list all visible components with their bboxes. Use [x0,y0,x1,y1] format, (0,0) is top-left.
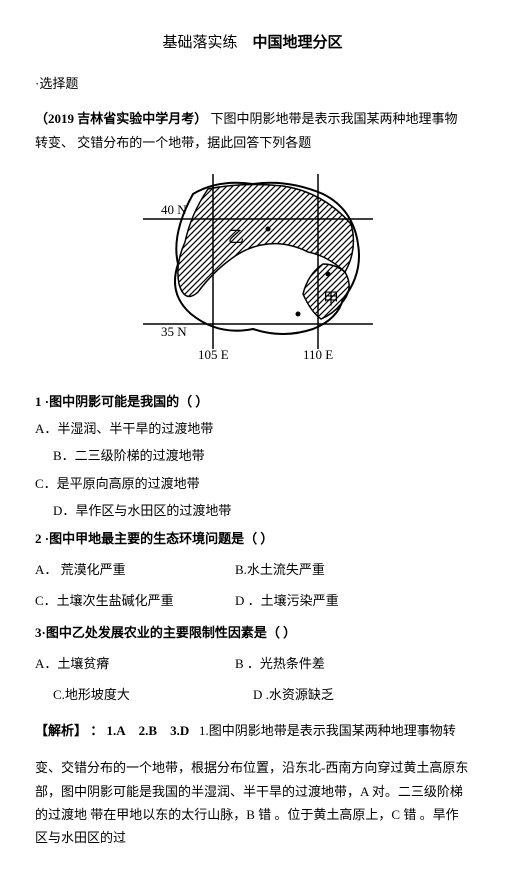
label-yi: 乙 [228,229,244,246]
answer-tail: 1.图中阴影地带是表示我国某两种地理事物转 [199,723,456,738]
answer-line: 【解析】 ： 1.A 2.B 3.D 1.图中阴影地带是表示我国某两种地理事物转 [35,719,470,742]
q1-stem: 1 ·图中阴影可能是我国的（ ） [35,390,470,413]
title-part1: 基础落实练 [162,35,237,51]
title-part2: 中国地理分区 [253,35,343,51]
q2-opt-b: B.水土流失严重 [235,558,470,581]
label-jia: 甲 [323,291,339,308]
q1-opt-a: A．半湿润、半干旱的过渡地带 [35,417,470,440]
lat-35n: 35 N [161,324,187,339]
q2-opt-c: C．土壤次生盐碱化严重 [35,589,235,612]
lat-40n: 40 N [161,202,187,217]
q2-opt-a: A． 荒漠化严重 [35,558,235,581]
map-figure: 40 N 35 N 105 E 110 E 乙 甲 [35,164,470,371]
q3-stem: 3·图中乙处发展农业的主要限制性因素是（ ） [35,621,470,644]
section-heading: ·选择题 [35,72,470,95]
q3-opt-a: A．土壤贫瘠 [35,652,235,675]
answer-3: 3.D [170,723,189,738]
q1-opt-d: D．旱作区与水田区的过渡地带 [35,499,470,522]
explanation-text: 变、交错分布的一个地带，根据分布位置，沿东北-西南方向穿过黄土高原东部，图中阴影… [35,756,470,850]
q3-opt-b: B ．光热条件差 [235,652,470,675]
lon-105e: 105 E [198,347,229,362]
q3-opt-d: D .水资源缺乏 [253,683,470,706]
answer-2: 2.B [139,723,157,738]
answer-1: 1.A [107,723,126,738]
question-prompt: （2019 吉林省实验中学月考） 下图中阴影地带是表示我国某两种地理事物转变、 … [35,107,470,154]
q1-opt-b: B．二三级阶梯的过渡地带 [35,444,470,467]
lon-110e: 110 E [303,347,333,362]
q3-opt-c: C.地形坡度大 [35,683,253,706]
page-title: 基础落实练 中国地理分区 [35,30,470,57]
q2-stem: 2 ·图中甲地最主要的生态环境问题是（ ） [35,527,470,550]
answer-label: 【解析】 ： [35,723,103,738]
exam-source: （2019 吉林省实验中学月考） [35,111,207,126]
q1-opt-c: C．是平原向高原的过渡地带 [35,472,470,495]
q2-opt-d: D ．土壤污染严重 [235,589,470,612]
